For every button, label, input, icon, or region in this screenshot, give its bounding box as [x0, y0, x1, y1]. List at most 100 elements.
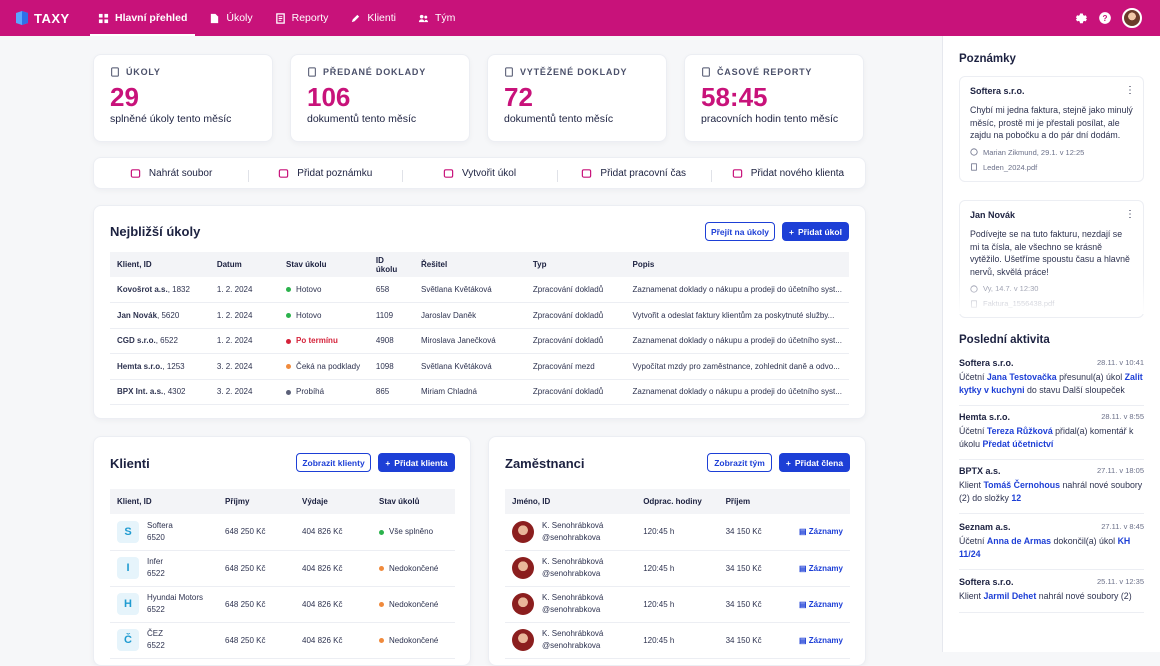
- column-header[interactable]: Typ: [525, 252, 626, 277]
- table-row[interactable]: Kovošrot a.s., 1832 1. 2. 2024 Hotovo 658 Sv…: [110, 277, 849, 303]
- table-row[interactable]: HHyundai Motors 6522 648 250 Kč 404 826 Kč N…: [110, 586, 455, 623]
- date-cell: 1. 2. 2024: [209, 277, 280, 303]
- column-header[interactable]: Klient, ID: [110, 489, 218, 514]
- activity-time: 27.11. v 18:05: [1097, 466, 1144, 475]
- table-row[interactable]: BPX Int. a.s., 4302 3. 2. 2024 Probíhá 865 M…: [110, 379, 849, 405]
- table-row[interactable]: ČČEZ 6522 648 250 Kč 404 826 Kč Nedokončené: [110, 622, 455, 659]
- column-header[interactable]: Příjem: [718, 489, 792, 514]
- note-card[interactable]: Softera s.r.o. ⋮ Chybí mi jedna faktura, s…: [959, 76, 1144, 182]
- show-team-button[interactable]: Zobrazit tým: [707, 453, 772, 472]
- nav-label: Reporty: [291, 12, 329, 24]
- stat-card-0[interactable]: ÚKOLY 29 splněné úkoly tento měsíc: [93, 54, 273, 142]
- stat-card-1[interactable]: PŘEDANÉ DOKLADY 106 dokumentů tento měsíc: [290, 54, 470, 142]
- note-attachment[interactable]: Leden_2024.pdf: [970, 163, 1133, 172]
- add-task-button[interactable]: + Přidat úkol: [782, 222, 849, 241]
- clients-table: Klient, ID Příjmy Výdaje Stav úkolů SSofter…: [110, 489, 455, 659]
- stat-card-3[interactable]: ČASOVÉ REPORTY 58:45 pracovních hodin tent…: [684, 54, 864, 142]
- table-row[interactable]: K. Senohrábková @senohrabkova 120:45 h 34 1…: [505, 622, 850, 659]
- nav-label: Úkoly: [226, 12, 253, 24]
- stat-value: 106: [307, 82, 351, 112]
- description-cell: Vytvořit a odeslat faktury klientům za p…: [625, 302, 849, 329]
- column-header[interactable]: Odprac. hodiny: [636, 489, 719, 514]
- activity-item[interactable]: Hemta s.r.o. 28.11. v 8:55 Účetní Tereza R…: [959, 412, 1144, 460]
- status-dot: [379, 601, 384, 607]
- records-icon: ▤: [798, 563, 809, 573]
- table-row[interactable]: CGD s.r.o., 6522 1. 2. 2024 Po termínu 4908…: [110, 328, 849, 354]
- add-client-button[interactable]: + Přidat klienta: [378, 453, 455, 472]
- column-header[interactable]: Datum: [209, 252, 280, 277]
- table-row[interactable]: K. Senohrábková @senohrabkova 120:45 h 34 1…: [505, 550, 850, 587]
- notes-title: Poznámky: [959, 53, 1016, 65]
- table-row[interactable]: SSoftera 6520 648 250 Kč 404 826 Kč Vše spln…: [110, 514, 455, 551]
- activity-item[interactable]: Softera s.r.o. 28.11. v 10:41 Účetní Jana …: [959, 358, 1144, 406]
- action-time-add[interactable]: Přidat pracovní čas: [556, 168, 711, 182]
- nav-item-4[interactable]: Tým: [410, 0, 463, 36]
- column-header[interactable]: ID úkolu: [368, 252, 414, 277]
- records-link[interactable]: ▤ Záznamy: [791, 586, 850, 623]
- logo-icon: [16, 11, 28, 25]
- activity-item[interactable]: Softera s.r.o. 25.11. v 12:35 Klient Jarmi…: [959, 577, 1144, 613]
- client-cell: CGD s.r.o., 6522: [110, 328, 210, 354]
- column-header[interactable]: Klient, ID: [110, 252, 210, 277]
- hours-cell: 120:45 h: [636, 622, 719, 659]
- activity-text: Účetní Anna de Armas dokončil(a) úkol KH…: [959, 536, 1131, 559]
- dashboard-icon: [98, 13, 109, 23]
- table-row[interactable]: Jan Novák, 5620 1. 2. 2024 Hotovo 1109 Jaros…: [110, 302, 849, 329]
- action-note[interactable]: Přidat poznámku: [248, 168, 402, 182]
- file-icon: [971, 163, 977, 171]
- date-cell: 1. 2. 2024: [209, 328, 280, 354]
- employee-cell: K. Senohrábková @senohrabkova: [505, 622, 637, 659]
- task-id-cell: 1098: [368, 353, 414, 380]
- stat-card-2[interactable]: VYTĚŽENÉ DOKLADY 72 dokumentů tento měsíc: [487, 54, 667, 142]
- column-header[interactable]: Řešitel: [413, 252, 526, 277]
- help-icon[interactable]: ?: [1098, 11, 1112, 25]
- column-header[interactable]: Jméno, ID: [505, 489, 637, 514]
- records-link[interactable]: ▤ Záznamy: [791, 514, 850, 551]
- action-upload[interactable]: Nahrát soubor: [94, 168, 248, 179]
- records-link[interactable]: ▤ Záznamy: [791, 550, 850, 587]
- stat-label: PŘEDANÉ DOKLADY: [307, 67, 453, 77]
- go-to-tasks-button[interactable]: Přejít na úkoly: [705, 222, 775, 241]
- activity-item[interactable]: BPTX a.s. 27.11. v 18:05 Klient Tomáš Čern…: [959, 466, 1144, 514]
- nav-item-0[interactable]: Hlavní přehled: [90, 0, 196, 36]
- add-member-button[interactable]: + Přidat člena: [779, 453, 850, 472]
- user-avatar[interactable]: [1122, 8, 1142, 28]
- show-clients-button[interactable]: Zobrazit klienty: [296, 453, 371, 472]
- nav-item-3[interactable]: Klienti: [342, 0, 404, 36]
- hours-cell: 120:45 h: [636, 550, 719, 587]
- status-cell: Probíhá: [279, 379, 369, 405]
- table-row[interactable]: K. Senohrábková @senohrabkova 120:45 h 34 1…: [505, 514, 850, 551]
- column-header[interactable]: Popis: [625, 252, 849, 277]
- table-row[interactable]: K. Senohrábková @senohrabkova 120:45 h 34 1…: [505, 586, 850, 623]
- scan-icon: [505, 67, 513, 77]
- column-header[interactable]: Příjmy: [218, 489, 295, 514]
- pen-icon: [352, 14, 360, 22]
- nav-item-1[interactable]: Úkoly: [201, 0, 260, 36]
- status-cell: Čeká na podklady: [279, 353, 369, 380]
- table-row[interactable]: IInfer 6522 648 250 Kč 404 826 Kč Nedokončen…: [110, 550, 455, 587]
- column-header[interactable]: Výdaje: [295, 489, 372, 514]
- more-options-icon[interactable]: ⋮: [1125, 209, 1135, 220]
- action-user-add[interactable]: Přidat nového klienta: [710, 168, 865, 182]
- client-initial: S: [117, 520, 139, 543]
- activity-item[interactable]: Seznam a.s. 27.11. v 8:45 Účetní Anna de A…: [959, 522, 1144, 570]
- activity-time: 27.11. v 8:45: [1101, 522, 1144, 531]
- records-link[interactable]: ▤ Záznamy: [791, 622, 850, 659]
- more-options-icon[interactable]: ⋮: [1125, 85, 1135, 96]
- gear-icon[interactable]: [1074, 11, 1088, 25]
- hours-cell: 120:45 h: [636, 586, 719, 623]
- employee-cell: K. Senohrábková @senohrabkova: [505, 550, 637, 587]
- action-task[interactable]: Vytvořit úkol: [402, 168, 556, 182]
- column-header[interactable]: Stav úkolu: [279, 252, 369, 277]
- nav-label: Hlavní přehled: [115, 12, 188, 24]
- income-cell: 34 150 Kč: [718, 550, 792, 587]
- status-dot: [379, 565, 384, 571]
- client-cell: SSoftera 6520: [110, 514, 218, 551]
- column-header[interactable]: Stav úkolů: [372, 489, 455, 514]
- brand-logo[interactable]: TAXY: [16, 11, 86, 26]
- nav-item-2[interactable]: Reporty: [267, 0, 337, 36]
- solver-cell: Miriam Chladná: [413, 379, 526, 405]
- activity-company: Seznam a.s.: [959, 522, 1011, 532]
- column-header[interactable]: [791, 489, 850, 514]
- table-row[interactable]: Hemta s.r.o., 1253 3. 2. 2024 Čeká na podk…: [110, 353, 849, 380]
